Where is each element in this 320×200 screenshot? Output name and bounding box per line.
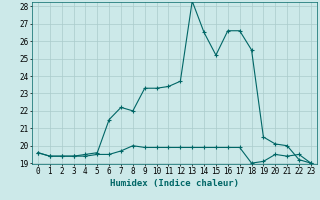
X-axis label: Humidex (Indice chaleur): Humidex (Indice chaleur)	[110, 179, 239, 188]
